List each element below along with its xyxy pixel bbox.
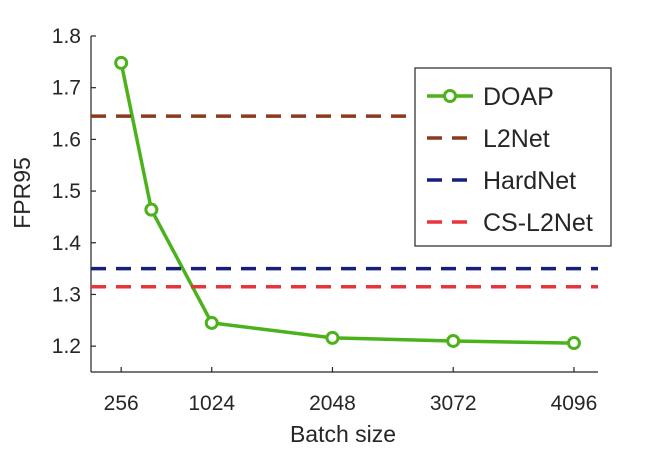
legend-label-l2net: L2Net [483,125,550,153]
y-tick-label: 1.2 [52,335,81,358]
series-doap-point [114,55,129,70]
x-tick-label: 3072 [430,392,477,415]
plot-area [91,55,598,351]
legend-marker-doap [443,89,457,103]
x-tick-label: 2048 [309,392,356,415]
series-doap-point [446,333,461,348]
x-axis-label: Batch size [290,421,396,447]
x-tick-label: 1024 [188,392,235,415]
y-tick-label: 1.3 [52,283,81,306]
axes: 1.2 1.3 1.4 1.5 1.6 1.7 1.8 256 1024 2048 3072 4096 [52,25,598,415]
y-tick-label: 1.5 [52,180,81,203]
series-doap-point [204,315,219,330]
y-axis-label: FPR95 [9,157,35,229]
series-doap-point [325,330,340,345]
legend-label-cs-l2net: CS-L2Net [483,209,593,237]
y-tick-label: 1.4 [52,232,82,255]
x-tick-label: 4096 [551,392,598,415]
legend: DOAP L2Net HardNet CS-L2Net [414,67,612,247]
y-tick-label: 1.8 [52,25,81,48]
x-tick-label: 256 [104,392,139,415]
series-doap-point [566,336,581,351]
y-tick-label: 1.6 [52,128,81,151]
legend-label-hardnet: HardNet [483,167,576,195]
series-doap-point [144,202,159,217]
series-doap-line [119,62,574,345]
y-tick-label: 1.7 [52,77,81,100]
legend-label-doap: DOAP [483,83,554,111]
